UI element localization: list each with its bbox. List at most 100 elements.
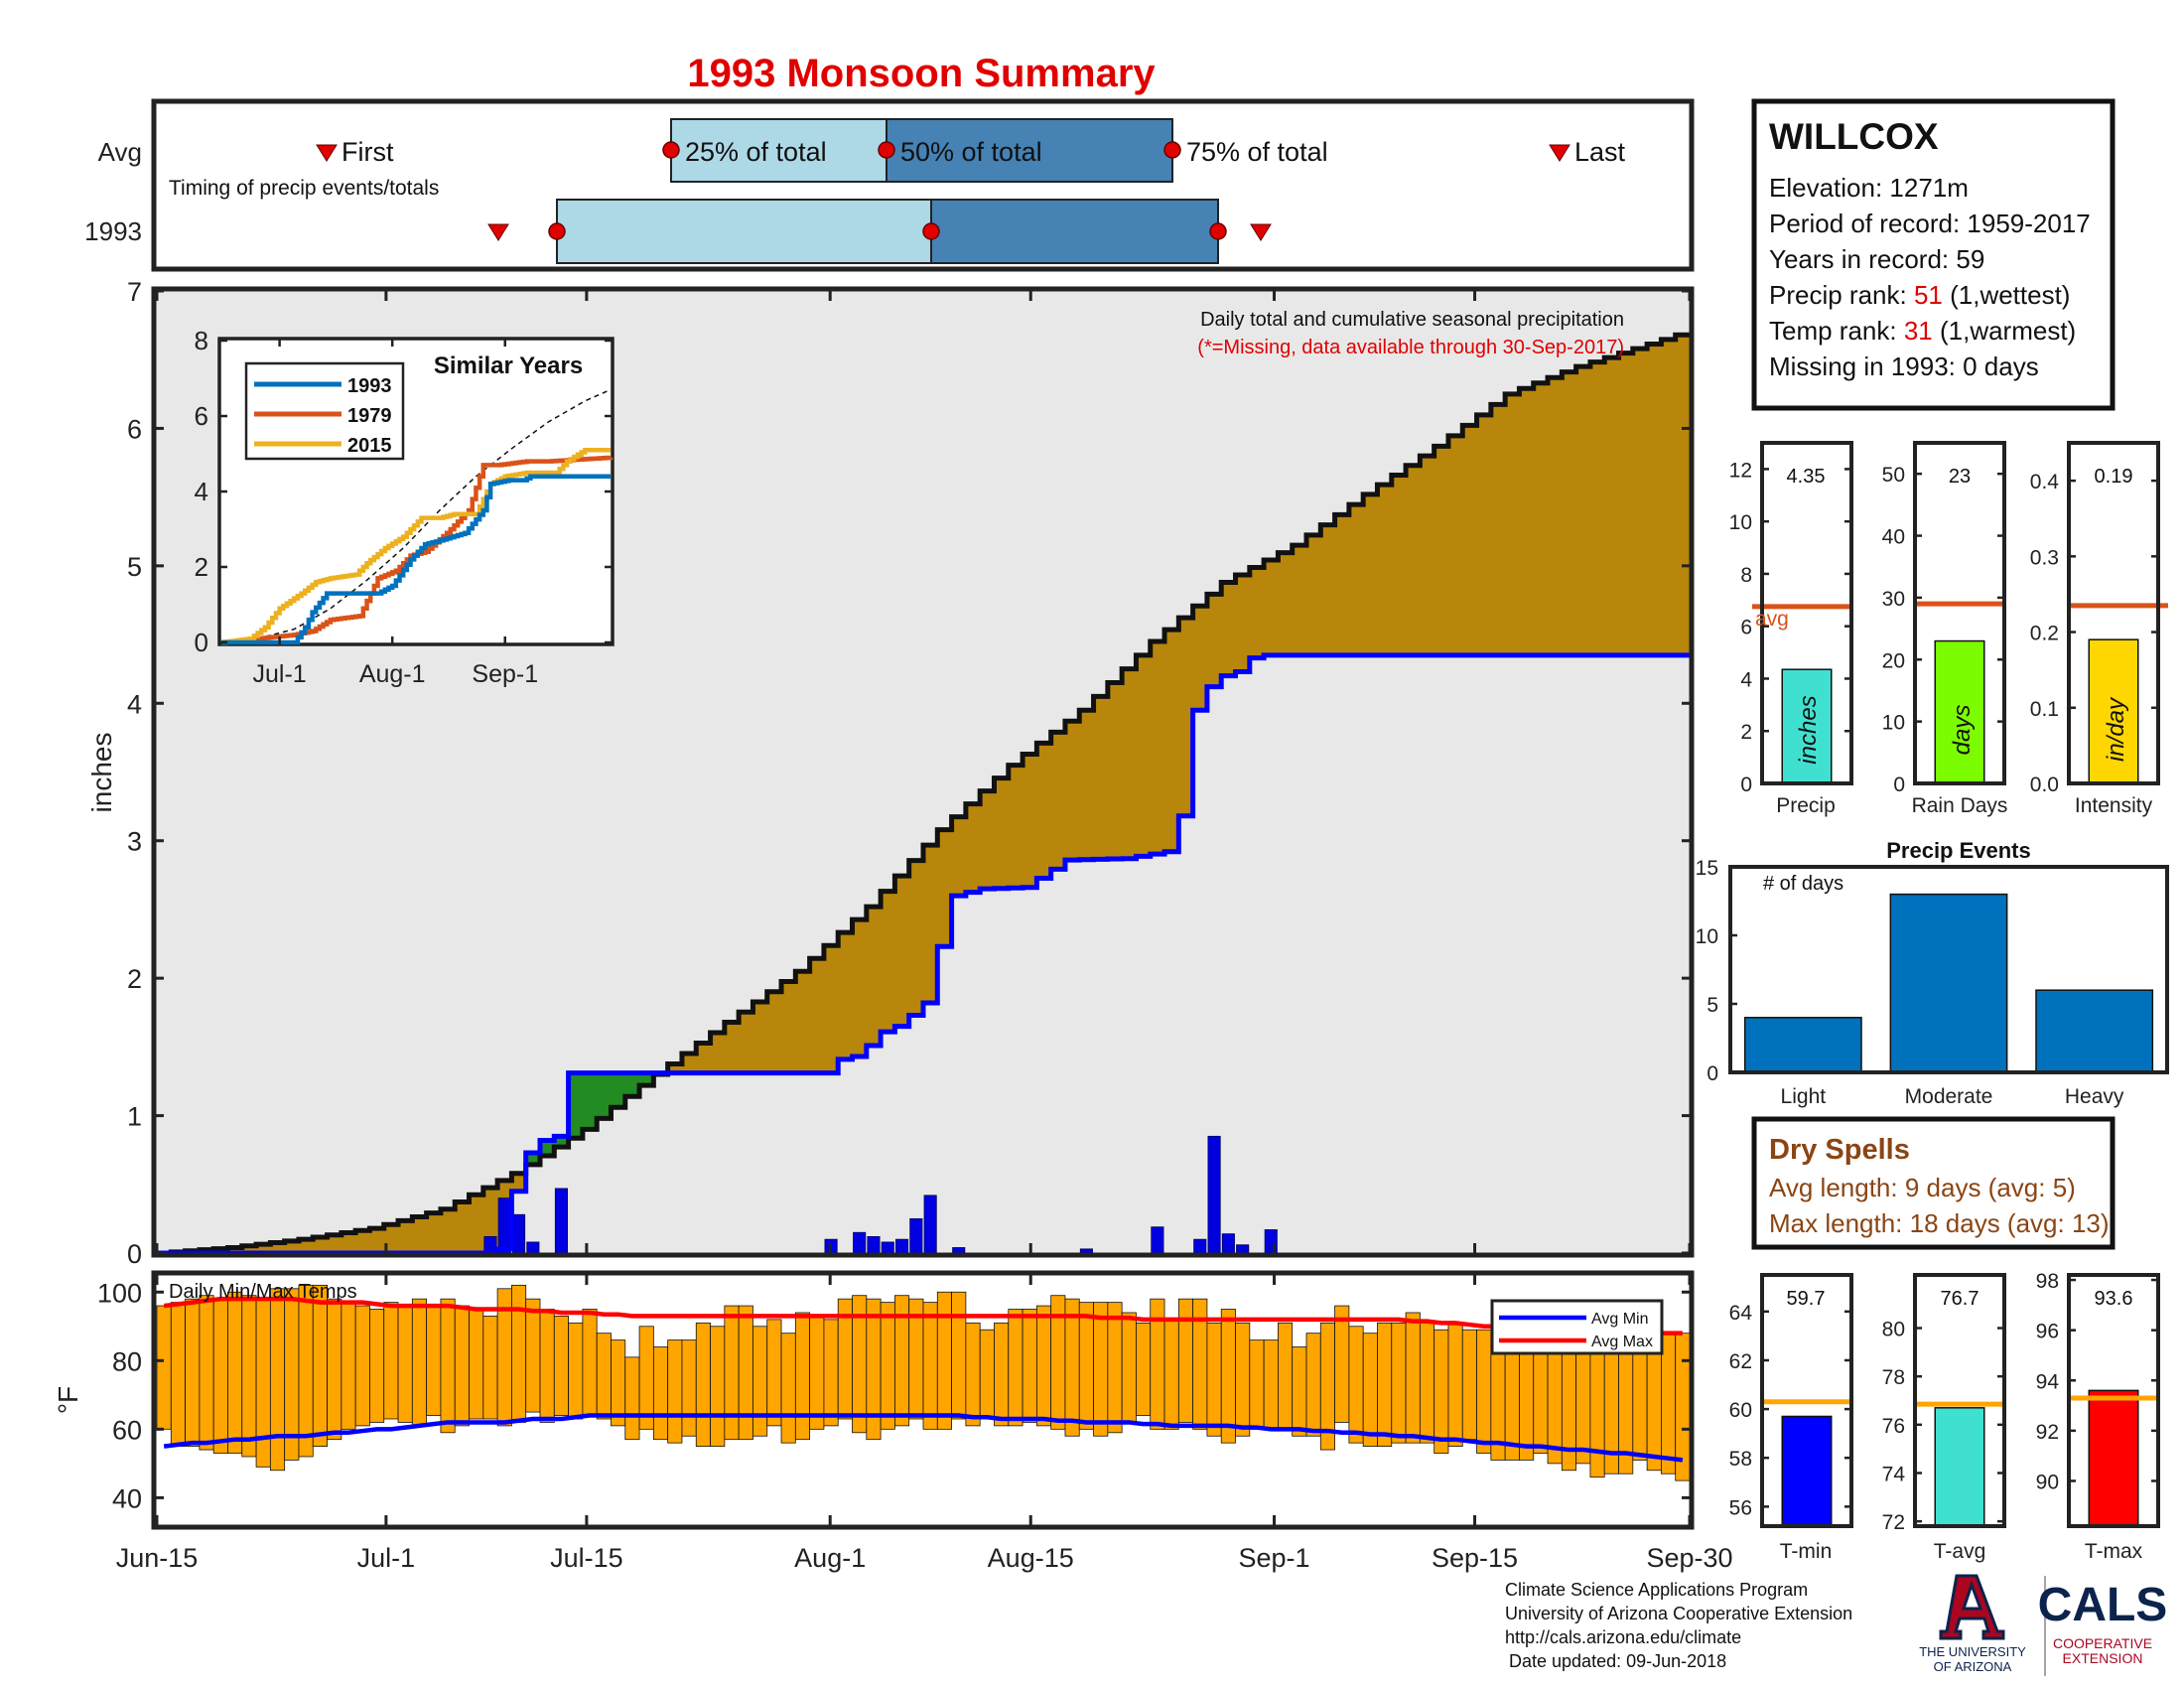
intensity-panel-frame	[2067, 441, 2160, 785]
inset-title: Similar Years	[434, 352, 583, 379]
y1993-50-marker	[922, 222, 940, 240]
cals-sub-line2: EXTENSION	[2063, 1650, 2143, 1666]
daily-temp-bar	[582, 1309, 598, 1416]
daily-temp-bar	[936, 1291, 952, 1430]
tmin-ytick-label: 58	[1729, 1448, 1752, 1471]
precip-panel-name: Precip	[1776, 794, 1836, 817]
raindays-ytick-label: 30	[1882, 588, 1905, 611]
station-period: Period of record: 1959-2017	[1769, 209, 2091, 238]
daily-temp-bar	[440, 1298, 456, 1434]
events-ytick-label: 5	[1706, 994, 1718, 1017]
daily-temp-bar	[185, 1298, 201, 1448]
main-note-line1: Daily total and cumulative seasonal prec…	[1200, 309, 1624, 331]
precip-unit-label: inches	[1795, 695, 1822, 764]
temps-label: Daily Min/Max Temps	[169, 1281, 357, 1303]
tmax-bar	[2088, 1389, 2139, 1527]
events-subtitle: # of days	[1763, 873, 1843, 895]
inset-xtick-label: Jul-1	[253, 660, 307, 688]
avg-50-marker	[878, 141, 895, 159]
inset-ytick-label: 8	[195, 326, 208, 355]
precip-rank-value: 51	[1914, 280, 1943, 310]
daily-temp-bar	[525, 1298, 541, 1413]
temps-ylabel: °F	[53, 1386, 83, 1414]
daily-temp-bar	[1447, 1322, 1463, 1448]
inset-line-1993	[221, 474, 611, 645]
daily-temp-bar	[1121, 1312, 1137, 1423]
daily-temp-bar	[312, 1284, 328, 1448]
intensity-panel-value: 0.19	[2095, 466, 2133, 488]
daily-temp-bar	[1661, 1333, 1677, 1475]
year-1993-cumulative-line	[157, 652, 1690, 1256]
daily-temp-bar	[1348, 1326, 1364, 1444]
inset-avg-dashed-line	[220, 388, 612, 643]
inset-xtick-label: Aug-1	[359, 660, 426, 688]
daily-temp-bar	[1419, 1322, 1435, 1444]
temperature-panels: 56 58 60 62 64 72 74 76 78 80 90 92 94 96 98 59.7 76.7…	[1729, 1270, 2160, 1563]
station-name: WILLCOX	[1769, 116, 1939, 157]
dry-spells-title: Dry Spells	[1769, 1134, 1910, 1166]
raindays-panel-name: Rain Days	[1912, 794, 2008, 817]
daily-temp-bar	[738, 1305, 753, 1441]
daily-precip-bar	[554, 1188, 568, 1254]
daily-temp-bar	[1391, 1322, 1407, 1444]
station-missing: Missing in 1993: 0 days	[1769, 352, 2039, 381]
intensity-ytick-label: 0.2	[2030, 623, 2059, 645]
y1993-25-50-box	[556, 199, 932, 264]
tmin-panel-value: 59.7	[1787, 1288, 1826, 1310]
daily-temp-bar	[965, 1322, 981, 1427]
temp-rank-suffix: (1,warmest)	[1933, 316, 2076, 346]
footer-line3: http://cals.arizona.edu/climate	[1505, 1627, 1741, 1647]
intensity-ytick-label: 0.4	[2030, 471, 2060, 493]
daily-temp-bar	[354, 1305, 370, 1427]
daily-temp-bar	[979, 1329, 995, 1420]
daily-temp-bar	[1008, 1309, 1024, 1427]
tmin-ytick-label: 56	[1729, 1496, 1752, 1519]
legend-1979: 1979	[347, 405, 392, 427]
daily-precip-bar	[1236, 1244, 1250, 1254]
daily-temp-bar	[426, 1305, 442, 1416]
daily-temp-bar	[951, 1291, 967, 1420]
daily-temps-chart: 40 60 80 100 Daily Min/Max Temps °F Avg Min…	[53, 1270, 1695, 1530]
avg-first-marker	[316, 144, 338, 162]
daily-temp-bar	[752, 1326, 768, 1437]
daily-precip-bar	[1221, 1233, 1235, 1254]
main-ytick-label: 3	[127, 827, 142, 857]
raindays-bar	[1934, 639, 1985, 784]
raindays-ytick-label: 50	[1882, 464, 1905, 487]
daily-temp-bar	[1476, 1329, 1492, 1454]
y1993-50-75-box	[930, 199, 1219, 264]
daily-temp-bar	[1461, 1329, 1477, 1441]
x-axis-tick-label: Aug-15	[988, 1543, 1074, 1573]
dry-spells-max: Max length: 18 days (avg: 13)	[1769, 1208, 2110, 1238]
daily-temp-bar	[199, 1295, 214, 1451]
daily-temp-bar	[1433, 1329, 1449, 1454]
raindays-ytick-label: 10	[1882, 712, 1905, 735]
daily-temp-bar	[1163, 1319, 1179, 1430]
daily-precip-bar	[895, 1238, 909, 1254]
tavg-ytick-label: 76	[1882, 1415, 1905, 1438]
events-ytick-label: 10	[1696, 925, 1718, 948]
daily-temp-bar	[780, 1333, 796, 1444]
daily-temp-bar	[1334, 1305, 1350, 1423]
precip-panel-value: 4.35	[1787, 466, 1826, 488]
raindays-ytick-label: 0	[1893, 774, 1905, 796]
daily-temp-bar	[611, 1339, 626, 1427]
main-ytick-label: 0	[127, 1239, 142, 1269]
temp-ytick-label: 40	[112, 1483, 142, 1513]
daily-temp-bar	[667, 1339, 683, 1444]
tmax-ytick-label: 90	[2036, 1471, 2059, 1493]
tmax-ytick-label: 94	[2036, 1370, 2060, 1393]
timing-row-1993-label: 1993	[84, 216, 142, 246]
temp-rank: Temp rank: 31 (1,warmest)	[1769, 316, 2076, 346]
main-ytick-label: 5	[127, 552, 142, 582]
tmax-ytick-label: 96	[2036, 1321, 2059, 1343]
tavg-ytick-label: 72	[1882, 1511, 1905, 1534]
avg-25-50-box	[670, 118, 887, 183]
precip-rank-suffix: (1,wettest)	[1943, 280, 2071, 310]
daily-temp-bar	[866, 1298, 882, 1441]
intensity-ytick-label: 0.0	[2030, 774, 2059, 796]
daily-temp-bar	[170, 1302, 186, 1448]
events-ytick-label: 15	[1696, 857, 1718, 880]
daily-temp-bar	[1377, 1322, 1393, 1448]
daily-temp-bar	[454, 1305, 470, 1427]
